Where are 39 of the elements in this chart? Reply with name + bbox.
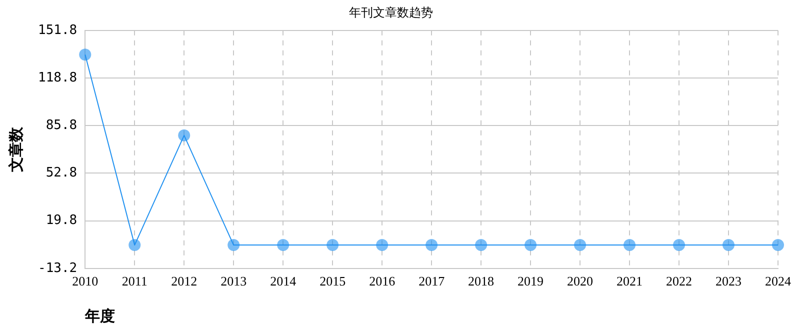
y-tick-label: -13.2 bbox=[38, 260, 78, 276]
x-tick-label: 2022 bbox=[666, 274, 692, 289]
x-tick-label: 2024 bbox=[765, 274, 792, 289]
point bbox=[228, 239, 240, 252]
x-tick-label: 2016 bbox=[369, 274, 396, 289]
x-tick-label: 2013 bbox=[220, 274, 247, 289]
x-tick-label: 2020 bbox=[567, 274, 594, 289]
y-tick-label: 151.8 bbox=[38, 22, 78, 38]
x-tick-label: 2018 bbox=[468, 274, 494, 289]
x-tick-label: 2017 bbox=[418, 274, 446, 289]
x-tick-label: 2021 bbox=[616, 274, 643, 289]
x-tick-label: 2019 bbox=[518, 274, 544, 289]
chart-title: 年刊文章数趋势 bbox=[349, 5, 433, 20]
point bbox=[128, 239, 141, 252]
y-axis-title: 文章数 bbox=[6, 126, 25, 173]
point bbox=[277, 239, 290, 252]
x-tick-label: 2023 bbox=[716, 274, 742, 289]
x-tick-label: 2012 bbox=[171, 274, 198, 289]
x-tick-label: 2014 bbox=[270, 274, 297, 289]
point bbox=[426, 239, 438, 252]
point bbox=[475, 239, 488, 252]
y-tick-label: 118.8 bbox=[38, 70, 78, 86]
point bbox=[772, 239, 784, 252]
x-tick-label: 2010 bbox=[72, 274, 98, 289]
point bbox=[524, 239, 537, 252]
y-tick-label: 85.8 bbox=[46, 118, 78, 133]
x-tick-label: 2011 bbox=[122, 274, 148, 289]
point bbox=[673, 239, 686, 252]
point bbox=[722, 239, 735, 252]
y-tick-label: 19.8 bbox=[46, 213, 78, 228]
point bbox=[376, 239, 388, 252]
x-tick-label: 2015 bbox=[320, 274, 346, 289]
x-axis-title: 年度 bbox=[84, 306, 116, 325]
point bbox=[574, 239, 586, 252]
point bbox=[624, 239, 636, 252]
point bbox=[326, 239, 339, 252]
y-tick-label: 52.8 bbox=[46, 166, 78, 181]
point bbox=[178, 129, 190, 142]
point bbox=[79, 48, 92, 61]
